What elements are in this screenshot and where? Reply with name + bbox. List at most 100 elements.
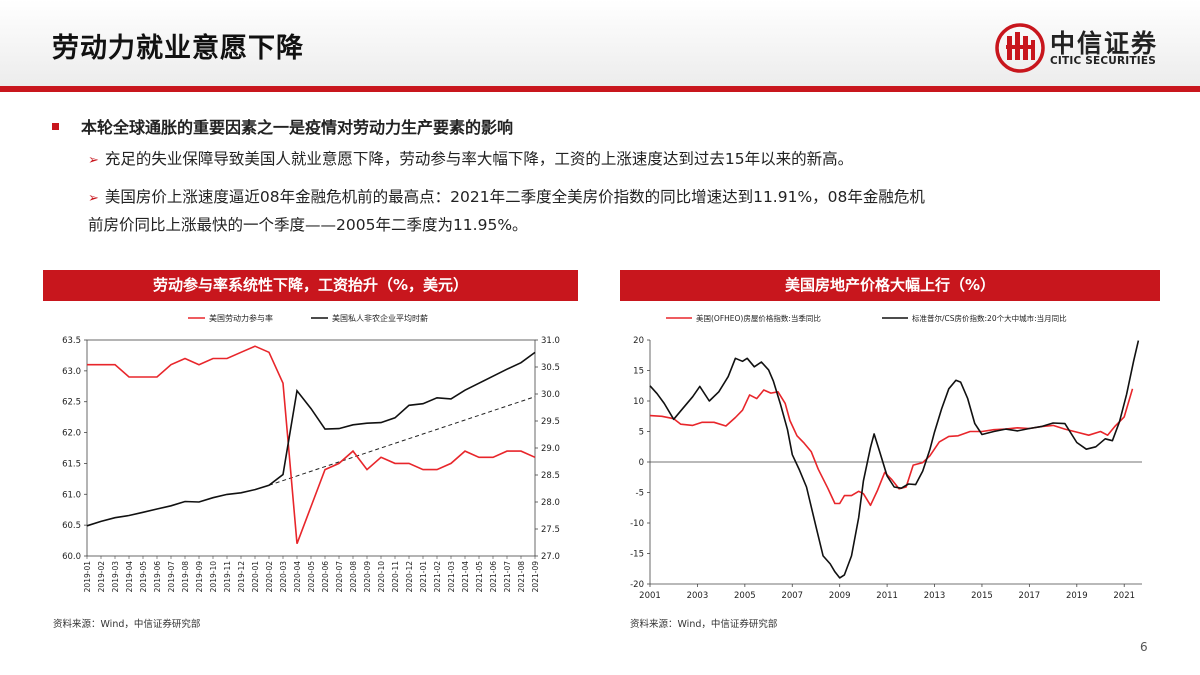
x-tick-label: 2019-02	[97, 561, 106, 593]
x-tick-label: 2011	[876, 591, 898, 601]
x-tick-label: 2020-08	[349, 561, 358, 593]
x-tick-label: 2001	[639, 591, 661, 601]
x-tick-label: 2020-02	[265, 561, 274, 593]
y-right-tick-label: 31.0	[541, 336, 560, 346]
x-tick-label: 2020-01	[251, 561, 260, 593]
y-left-tick-label: 61.5	[62, 459, 81, 469]
logo-text-cn: 中信证券	[1050, 29, 1159, 58]
x-tick-label: 2005	[734, 591, 756, 601]
chart-left: 美国劳动力参与率 美国私人非农企业平均时薪 60.0 60.5 61.0 61.5 62.0…	[62, 313, 560, 593]
series-line-cs	[649, 340, 1140, 579]
x-tick-label: 2020-07	[335, 561, 344, 593]
x-tick-label: 2019-10	[209, 561, 218, 593]
y-left-tick-label: 63.5	[62, 336, 81, 346]
chevron-right-icon: ➢	[88, 153, 99, 168]
source-note-left: 资料来源：Wind，中信证券研究部	[53, 619, 201, 630]
x-tick-label: 2021-04	[461, 561, 470, 593]
y-right-tick-label: 29.5	[541, 417, 560, 427]
y-right-tick-label: 29.0	[541, 444, 560, 454]
y-tick-label: -15	[630, 550, 644, 560]
series-line-participation	[87, 345, 536, 544]
legend-label-participation: 美国劳动力参与率	[209, 313, 273, 323]
y-left-tick-label: 62.5	[62, 398, 81, 408]
y-left-tick-label: 62.0	[62, 429, 81, 439]
source-note-right: 资料来源：Wind，中信证券研究部	[630, 619, 778, 630]
x-tick-label: 2021-01	[419, 561, 428, 593]
x-tick-label: 2020-06	[321, 561, 330, 593]
series-line-wage	[86, 351, 536, 527]
series-line-ofheo	[649, 388, 1134, 507]
sub-bullet-1-text: 充足的失业保障导致美国人就业意愿下降，劳动参与率大幅下降，工资的上涨速度达到过去…	[104, 150, 854, 168]
x-tick-label: 2019-07	[167, 561, 176, 593]
y-right-tick-label: 27.5	[541, 525, 560, 535]
legend-label-cs: 标准普尔/CS房价指数:20个大中城市:当月同比	[912, 313, 1067, 323]
x-tick-label: 2003	[687, 591, 709, 601]
x-tick-label: 2019-06	[153, 561, 162, 593]
x-tick-label: 2019-11	[223, 561, 232, 593]
x-tick-label: 2020-05	[307, 561, 316, 593]
y-tick-label: 5	[639, 428, 644, 438]
x-tick-label: 2021-09	[531, 561, 540, 593]
page-title: 劳动力就业意愿下降	[52, 33, 304, 64]
x-tick-label: 2021-06	[489, 561, 498, 593]
header	[0, 0, 1200, 86]
x-tick-label: 2019-03	[111, 561, 120, 593]
x-tick-label: 2021-05	[475, 561, 484, 593]
x-tick-label: 2007	[781, 591, 803, 601]
logo-text-en: CITIC SECURITIES	[1050, 55, 1157, 67]
x-tick-label: 2019-04	[125, 561, 134, 593]
header-accent-bar	[0, 86, 1200, 92]
y-left-tick-label: 63.0	[62, 367, 81, 377]
main-bullet: 本轮全球通胀的重要因素之一是疫情对劳动力生产要素的影响	[52, 114, 513, 138]
x-tick-label: 2020-09	[363, 561, 372, 593]
x-tick-label: 2021-08	[517, 561, 526, 593]
y-tick-label: 15	[633, 367, 644, 377]
x-tick-label: 2021	[1113, 591, 1135, 601]
x-tick-label: 2020-11	[391, 561, 400, 593]
y-tick-label: -5	[636, 489, 644, 499]
chart-right: 美国(OFHEO)房屋价格指数:当季同比 标准普尔/CS房价指数:20个大中城市:…	[630, 313, 1142, 601]
sub-bullet-2-line2: 前房价同比上涨最快的一个季度——2005年二季度为11.95%。	[88, 216, 528, 234]
y-right-tick-label: 27.0	[541, 552, 560, 562]
trend-line-dashed	[268, 396, 536, 486]
bullet-square-icon	[52, 123, 59, 130]
x-tick-label: 2019-12	[237, 561, 246, 593]
x-tick-label: 2020-10	[377, 561, 386, 593]
legend-label-ofheo: 美国(OFHEO)房屋价格指数:当季同比	[696, 313, 821, 323]
chart-panel-left: 劳动参与率系统性下降，工资抬升（%，美元） 美国劳动力参与率 美国私人非农企业平均…	[43, 270, 578, 640]
x-tick-label: 2019-09	[195, 561, 204, 593]
y-left-tick-label: 61.0	[62, 490, 81, 500]
chart-title-left: 劳动参与率系统性下降，工资抬升（%，美元）	[43, 270, 578, 301]
x-tick-label: 2015	[971, 591, 993, 601]
y-tick-label: 20	[633, 336, 644, 346]
sub-bullet-2: ➢ 美国房价上涨速度逼近08年金融危机前的最高点：2021年二季度全美房价指数的同…	[88, 184, 1158, 238]
y-right-tick-label: 28.0	[541, 498, 560, 508]
y-right-tick-label: 28.5	[541, 471, 560, 481]
y-right-tick-label: 30.0	[541, 390, 560, 400]
x-tick-label: 2019	[1066, 591, 1088, 601]
x-tick-label: 2019-05	[139, 561, 148, 593]
plot-frame	[86, 339, 536, 557]
y-tick-label: -10	[630, 519, 644, 529]
x-tick-label: 2020-04	[293, 561, 302, 593]
chevron-right-icon: ➢	[88, 191, 99, 206]
x-tick-label: 2020-12	[405, 561, 414, 593]
y-tick-label: 0	[639, 458, 644, 468]
y-left-tick-label: 60.0	[62, 552, 81, 562]
page-number: 6	[1140, 640, 1148, 654]
y-tick-label: -20	[630, 580, 644, 590]
x-tick-label: 2013	[924, 591, 946, 601]
sub-bullet-1: ➢ 充足的失业保障导致美国人就业意愿下降，劳动参与率大幅下降，工资的上涨速度达到过…	[88, 146, 1158, 174]
citic-logo-icon	[995, 23, 1045, 73]
y-tick-label: 10	[633, 397, 644, 407]
main-bullet-text: 本轮全球通胀的重要因素之一是疫情对劳动力生产要素的影响	[81, 118, 514, 137]
x-tick-label: 2017	[1019, 591, 1041, 601]
chart-title-right: 美国房地产价格大幅上行（%）	[620, 270, 1160, 301]
x-tick-label: 2021-02	[433, 561, 442, 593]
legend-label-wage: 美国私人非农企业平均时薪	[332, 313, 428, 323]
x-tick-label: 2021-03	[447, 561, 456, 593]
x-tick-label: 2019-01	[83, 561, 92, 593]
x-tick-label: 2020-03	[279, 561, 288, 593]
x-tick-label: 2009	[829, 591, 851, 601]
y-left-tick-label: 60.5	[62, 521, 81, 531]
